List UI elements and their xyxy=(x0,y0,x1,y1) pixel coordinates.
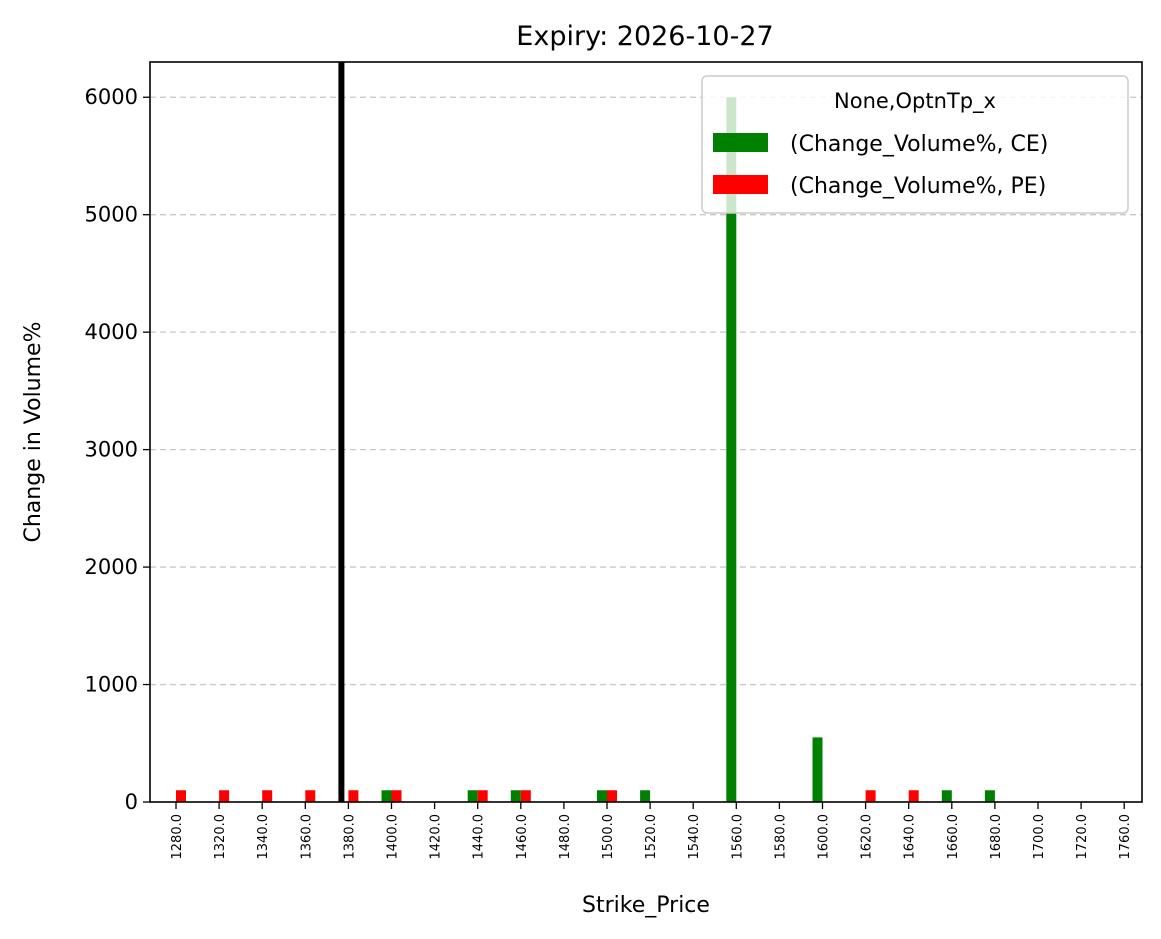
bar-pe xyxy=(607,790,617,802)
x-tick-label: 1720.0 xyxy=(1075,814,1090,860)
x-tick-label: 1520.0 xyxy=(644,814,659,860)
y-tick-label: 6000 xyxy=(85,85,138,109)
chart-title: Expiry: 2026-10-27 xyxy=(516,21,773,52)
legend-swatch-ce xyxy=(713,133,768,152)
y-gridlines xyxy=(150,96,1142,686)
bar-ce xyxy=(984,790,995,802)
x-tick-label: 1760.0 xyxy=(1118,814,1133,860)
bar-pe xyxy=(908,790,919,802)
legend-swatch-pe xyxy=(713,175,768,194)
bar-ce xyxy=(510,790,521,802)
bar-ce xyxy=(597,790,607,802)
x-tick-label: 1560.0 xyxy=(730,814,745,860)
y-tick-label: 0 xyxy=(125,790,138,814)
bar-pe xyxy=(219,790,230,802)
bar-pe xyxy=(865,790,876,802)
y-tick-label: 5000 xyxy=(85,203,138,227)
x-tick-label: 1460.0 xyxy=(515,814,530,860)
bar-pe xyxy=(176,790,186,802)
legend-title: None,OptnTp_x xyxy=(834,89,996,114)
bar-ce xyxy=(381,790,392,802)
y-ticks: 0 1000 2000 3000 4000 5000 6000 xyxy=(85,85,150,814)
bar-pe xyxy=(305,790,316,802)
x-tick-label: 1320.0 xyxy=(213,814,228,860)
x-tick-label: 1580.0 xyxy=(773,814,788,860)
x-tick-label: 1680.0 xyxy=(989,814,1004,860)
y-axis-label: Change in Volume% xyxy=(21,322,46,543)
x-tick-label: 1640.0 xyxy=(903,814,918,860)
bar-ce xyxy=(467,790,478,802)
x-tick-label: 1340.0 xyxy=(256,814,271,860)
bar-pe xyxy=(520,790,531,802)
bar-ce xyxy=(640,790,651,802)
bar-ce xyxy=(812,737,823,802)
x-tick-label: 1480.0 xyxy=(558,814,573,860)
legend-label-ce: (Change_Volume%, CE) xyxy=(790,132,1048,157)
legend: None,OptnTp_x (Change_Volume%, CE) (Chan… xyxy=(701,75,1129,214)
bars xyxy=(176,97,995,802)
bar-ce xyxy=(941,790,952,802)
legend-label-pe: (Change_Volume%, PE) xyxy=(790,174,1046,199)
x-ticks: 1280.0 1320.0 1340.0 1360.0 1380.0 1400.0 1420… xyxy=(170,802,1133,860)
x-tick-label: 1280.0 xyxy=(170,814,185,860)
x-tick-label: 1660.0 xyxy=(946,814,961,860)
x-tick-label: 1360.0 xyxy=(299,814,314,860)
x-tick-label: 1400.0 xyxy=(386,814,401,860)
x-tick-label: 1440.0 xyxy=(472,814,487,860)
x-tick-label: 1500.0 xyxy=(601,814,616,860)
x-tick-label: 1700.0 xyxy=(1032,814,1047,860)
legend-box xyxy=(701,75,1129,214)
x-tick-label: 1620.0 xyxy=(860,814,875,860)
x-tick-label: 1380.0 xyxy=(342,814,357,860)
y-tick-label: 4000 xyxy=(85,320,138,344)
x-axis-label: Strike_Price xyxy=(582,893,710,918)
bar-pe xyxy=(477,790,488,802)
y-tick-label: 1000 xyxy=(85,673,138,697)
x-tick-label: 1600.0 xyxy=(817,814,832,860)
bar-pe xyxy=(348,790,359,802)
plot-frame xyxy=(149,61,1143,803)
bar-ce xyxy=(726,97,737,802)
x-tick-label: 1540.0 xyxy=(687,814,702,860)
y-tick-label: 2000 xyxy=(85,555,138,579)
x-tick-label: 1420.0 xyxy=(429,814,444,860)
bar-pe xyxy=(391,790,402,802)
y-tick-label: 3000 xyxy=(85,438,138,462)
bar-pe xyxy=(262,790,273,802)
